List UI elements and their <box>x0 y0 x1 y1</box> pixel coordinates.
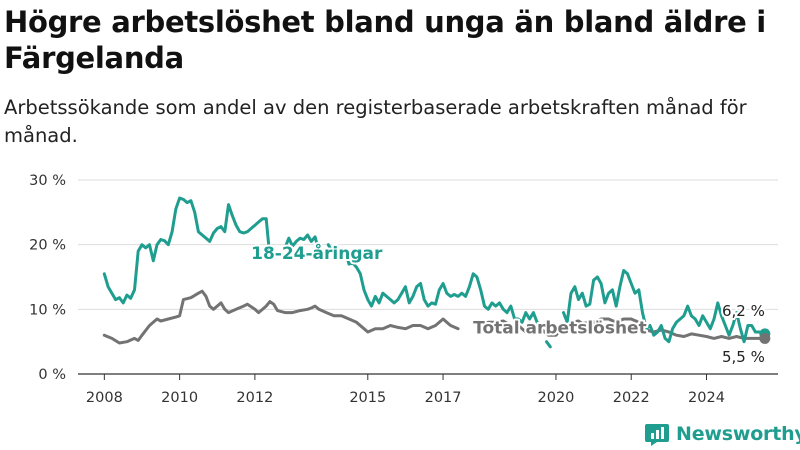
series-line-total <box>102 289 460 345</box>
y-tick-label: 20 % <box>29 238 66 254</box>
series-line-youth <box>283 233 321 253</box>
y-tick-label: 10 % <box>29 302 66 318</box>
x-tick-label: 2017 <box>425 390 462 406</box>
series-line-total <box>479 317 767 340</box>
series-label-youth: 18-24-åringar <box>251 242 383 264</box>
y-tick-label: 30 % <box>29 173 66 189</box>
series-line-youth <box>562 269 767 344</box>
logo-text: Newsworthy <box>676 423 800 445</box>
chart-title: Högre arbetslöshet bland unga än bland ä… <box>4 5 766 75</box>
series-label-total: Total arbetslöshet <box>473 318 647 338</box>
end-value-label-total: 5,5 % <box>722 348 765 366</box>
series-line-youth <box>326 243 334 253</box>
bar-chart-logo-icon <box>645 424 669 446</box>
series-line-youth <box>339 249 543 327</box>
newsworthy-logo: Newsworthy <box>644 419 800 449</box>
y-tick-label: 0 % <box>38 367 66 383</box>
x-tick-label: 2010 <box>161 390 198 406</box>
end-dot-total <box>759 332 771 344</box>
series-line-youth <box>545 340 552 349</box>
x-tick-label: 2008 <box>86 390 123 406</box>
chart-subtitle: Arbetssökande som andel av den registerb… <box>4 96 747 147</box>
series-line-youth <box>102 196 272 305</box>
x-tick-label: 2015 <box>349 390 386 406</box>
end-value-label-youth: 6,2 % <box>722 302 765 320</box>
x-tick-label: 2020 <box>538 390 575 406</box>
x-tick-label: 2024 <box>688 390 725 406</box>
x-tick-label: 2012 <box>236 390 273 406</box>
x-tick-label: 2022 <box>613 390 650 406</box>
